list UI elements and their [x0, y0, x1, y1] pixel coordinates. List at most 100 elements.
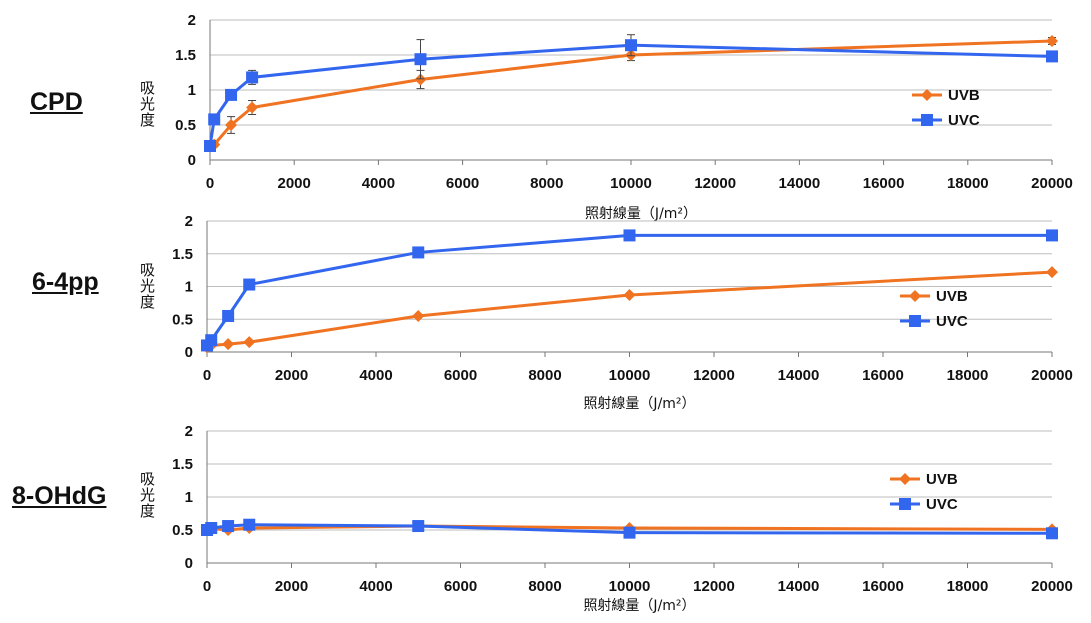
x-tick-label: 12000 — [694, 175, 736, 192]
data-point-uvc — [243, 518, 256, 531]
x-tick-label: 20000 — [1031, 175, 1073, 192]
y-tick-label: 0 — [185, 555, 193, 572]
ylabel-cpd: 吸光度 — [140, 79, 156, 129]
legend-64pp: UVB UVC — [900, 288, 968, 330]
data-point-uvb — [243, 336, 256, 349]
legend-label-uvb: UVB — [926, 471, 958, 488]
x-tick-label: 8000 — [530, 175, 563, 192]
x-tick-label: 4000 — [359, 578, 392, 595]
x-tick-label: 0 — [206, 175, 214, 192]
panel-label-cpd: CPD — [30, 88, 83, 116]
data-point-uvc — [246, 71, 259, 84]
data-point-uvc — [625, 39, 637, 52]
x-tick-label: 2000 — [278, 175, 311, 192]
x-tick-label: 6000 — [444, 578, 477, 595]
series-uvc-64pp — [201, 229, 1058, 352]
y-tick-label: 1 — [185, 489, 193, 506]
x-tick-label: 16000 — [863, 175, 905, 192]
y-tick-label: 1.5 — [172, 456, 193, 473]
x-tick-label: 18000 — [947, 175, 989, 192]
legend-label-uvc: UVC — [926, 496, 958, 513]
y-tick-label: 1.5 — [172, 246, 193, 263]
data-point-uvc — [208, 113, 221, 126]
x-tick-label: 2000 — [275, 578, 308, 595]
y-tick-label: 1.5 — [175, 47, 196, 64]
x-tick-label: 12000 — [693, 578, 735, 595]
data-point-uvc — [412, 520, 425, 533]
x-axis-title: 照射線量（J/m²） — [583, 598, 695, 614]
legend-label-uvc: UVC — [936, 313, 968, 330]
legend-swatch-marker — [899, 498, 911, 510]
data-point-uvb — [623, 289, 636, 302]
data-point-uvb — [1046, 35, 1058, 47]
series-uvb-64pp — [201, 266, 1058, 354]
x-tick-label: 18000 — [947, 578, 989, 595]
data-point-uvb — [246, 101, 259, 114]
y-tick-label: 2 — [188, 12, 196, 29]
ylabel-8ohdg: 吸光度 — [140, 470, 156, 520]
data-point-uvc — [222, 309, 235, 322]
y-tick-label: 0.5 — [172, 522, 193, 539]
x-axis-title: 照射線量（J/m²） — [583, 396, 695, 412]
series-line-uvb — [206, 270, 1053, 349]
x-tick-label: 6000 — [446, 175, 479, 192]
x-tick-label: 12000 — [693, 367, 735, 384]
x-tick-label: 14000 — [778, 367, 820, 384]
chart-panel-8ohdg: 0 0.5 1 1.5 2 0 2000 4000 6000 8000 10000 12000 1400… — [172, 423, 1073, 614]
y-tick-label: 0 — [188, 152, 196, 169]
data-point-uvc — [623, 229, 636, 242]
y-tick-label: 0 — [185, 344, 193, 361]
data-point-uvc — [412, 246, 425, 259]
legend-label-uvb: UVB — [948, 87, 980, 104]
x-tick-label: 16000 — [862, 367, 904, 384]
y-tick-label: 2 — [185, 213, 193, 230]
y-tick-label: 2 — [185, 423, 193, 440]
panel-label-64pp: 6-4pp — [32, 268, 99, 296]
data-point-uvb — [1046, 266, 1058, 279]
x-tick-label: 4000 — [359, 367, 392, 384]
data-point-uvc — [204, 140, 216, 152]
data-point-uvc — [222, 520, 235, 533]
series-uvc-8ohdg — [201, 518, 1058, 540]
data-point-uvc — [205, 334, 218, 347]
x-tick-label: 6000 — [444, 367, 477, 384]
legend-swatch-marker — [909, 290, 921, 302]
data-point-uvc — [1046, 527, 1058, 540]
data-point-uvc — [1046, 50, 1058, 63]
data-point-uvc — [414, 53, 427, 66]
x-tick-label: 10000 — [609, 367, 651, 384]
data-point-uvc — [623, 526, 636, 539]
x-tick-label: 16000 — [862, 578, 904, 595]
y-tick-label: 1 — [188, 82, 196, 99]
legend-8ohdg: UVB UVC — [890, 471, 958, 513]
x-tick-label: 10000 — [609, 578, 651, 595]
x-tick-label: 8000 — [528, 578, 561, 595]
legend-swatch-marker — [921, 89, 933, 101]
series-uvc-cpd — [204, 34, 1058, 152]
panel-label-8ohdg: 8-OHdG — [12, 482, 107, 510]
legend-swatch-marker — [899, 473, 911, 485]
x-axis-title: 照射線量（J/m²） — [585, 206, 697, 222]
data-point-uvb — [412, 309, 425, 322]
chart-panel-cpd: 0 0.5 1 1.5 2 0 2000 4000 6000 8000 10000 12000 1400… — [175, 12, 1073, 222]
data-point-uvc — [243, 278, 256, 291]
data-point-uvc — [205, 522, 218, 535]
x-tick-label: 18000 — [947, 367, 989, 384]
x-tick-label: 14000 — [778, 578, 820, 595]
y-tick-label: 0.5 — [172, 311, 193, 328]
data-point-uvc — [1046, 229, 1058, 242]
legend-label-uvb: UVB — [936, 288, 968, 305]
x-tick-label: 14000 — [779, 175, 821, 192]
x-tick-label: 20000 — [1031, 367, 1073, 384]
data-point-uvc — [225, 88, 238, 101]
x-tick-label: 10000 — [610, 175, 652, 192]
data-point-uvb — [225, 119, 238, 131]
x-tick-label: 8000 — [528, 367, 561, 384]
legend-cpd: UVB UVC — [912, 87, 980, 129]
chart-panel-64pp: 0 0.5 1 1.5 2 0 2000 4000 6000 8000 10000 12000 1400… — [172, 213, 1073, 412]
ylabel-64pp: 吸光度 — [140, 261, 156, 311]
data-point-uvb — [414, 73, 427, 86]
x-tick-label: 0 — [203, 578, 211, 595]
